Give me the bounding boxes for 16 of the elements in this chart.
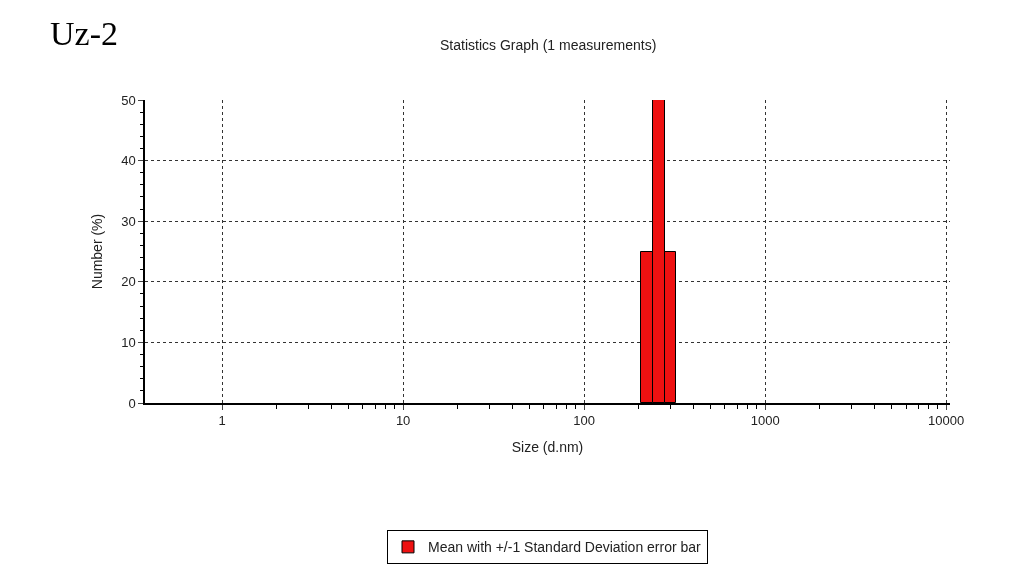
y-axis-title: Number (%): [89, 213, 106, 290]
chart-subtitle: Statistics Graph (1 measurements): [440, 37, 657, 53]
x-tick-label: 100: [573, 413, 595, 429]
y-tick-label: 0: [128, 395, 136, 411]
y-tick-label: 40: [121, 153, 136, 169]
y-tick-label: 20: [121, 274, 136, 290]
x-tick-label: 1: [218, 413, 226, 429]
x-tick-label: 10: [395, 413, 411, 429]
chart-title: Uz-2: [50, 15, 118, 52]
x-axis-title: Size (d.nm): [511, 439, 584, 456]
legend-label: Mean with +/-1 Standard Deviation error bar: [428, 539, 702, 556]
y-tick-label: 50: [121, 92, 136, 108]
x-tick-label: 1000: [750, 413, 780, 429]
y-tick-label: 10: [121, 334, 136, 350]
x-tick-label: 10000: [928, 413, 965, 429]
y-tick-label: 30: [121, 213, 136, 229]
